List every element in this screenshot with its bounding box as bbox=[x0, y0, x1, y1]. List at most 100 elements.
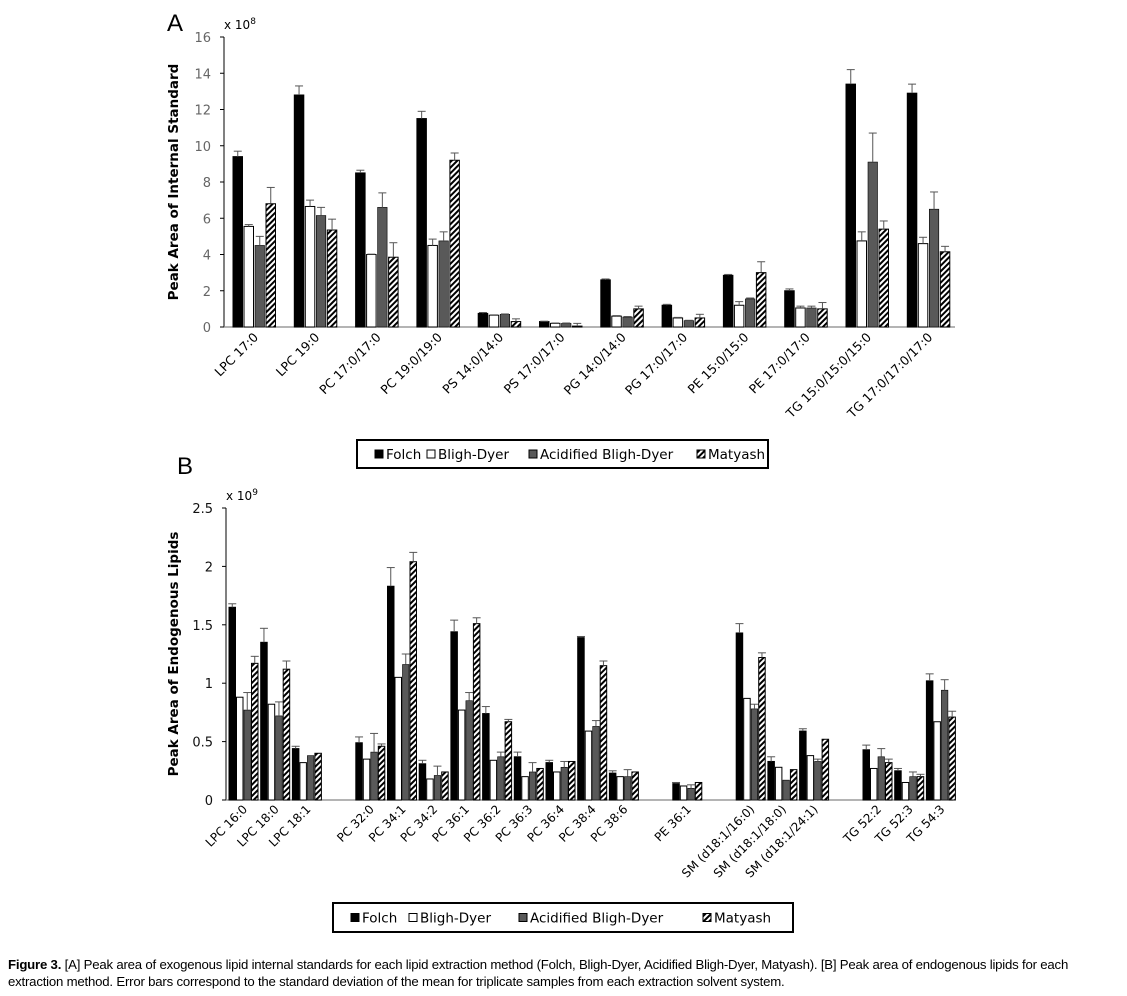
bar-matyash bbox=[472, 623, 481, 801]
caption-label: Figure 3. bbox=[8, 957, 62, 972]
bar-acidified-bligh-dyer bbox=[683, 320, 694, 328]
bar-folch bbox=[418, 763, 427, 801]
bar-acidified-bligh-dyer bbox=[275, 715, 283, 801]
bar-matyash bbox=[449, 159, 460, 328]
x-tick-label: LPC 19:0 bbox=[273, 329, 323, 379]
bar-acidified-bligh-dyer bbox=[370, 751, 378, 801]
bar-bligh-dyer bbox=[733, 304, 745, 328]
y-tick-label: 8 bbox=[203, 176, 211, 191]
bar-folch bbox=[513, 756, 522, 801]
y-tick-label: 1 bbox=[205, 677, 213, 692]
bar-bligh-dyer bbox=[616, 776, 624, 801]
bar-matyash bbox=[510, 321, 522, 328]
x-tick-label: PG 17:0/17:0 bbox=[622, 329, 690, 397]
bar-folch bbox=[228, 606, 236, 801]
bar-folch bbox=[672, 783, 680, 801]
bar-acidified-bligh-dyer bbox=[806, 307, 817, 328]
bar-matyash bbox=[694, 781, 703, 801]
bar-bligh-dyer bbox=[917, 243, 929, 328]
legend-swatch-matyash bbox=[702, 913, 712, 922]
legend: Folch Bligh-Dyer Acidified Bligh-Dyer Matya… bbox=[332, 902, 794, 933]
bar-acidified-bligh-dyer bbox=[592, 726, 600, 801]
bar-bligh-dyer bbox=[553, 771, 561, 801]
bar-bligh-dyer bbox=[394, 676, 402, 801]
bar-matyash bbox=[599, 665, 608, 801]
y-axis-title: Peak Area of Endogenous Lipids bbox=[166, 532, 182, 777]
bar-folch bbox=[722, 274, 734, 328]
bar-folch bbox=[925, 680, 934, 801]
legend-swatch-acidified-bligh-dyer bbox=[528, 449, 538, 459]
bar-bligh-dyer bbox=[521, 776, 529, 801]
bar-acidified-bligh-dyer bbox=[624, 776, 632, 801]
figure-caption: Figure 3. [A] Peak area of exogenous lip… bbox=[8, 956, 1120, 990]
y-tick-label: 12 bbox=[194, 104, 211, 119]
y-tick-label: 2 bbox=[205, 560, 213, 575]
y-tick-label: 2 bbox=[203, 285, 211, 300]
legend-label: Acidified Bligh-Dyer bbox=[530, 911, 664, 927]
bar-bligh-dyer bbox=[679, 785, 688, 801]
x-tick-label: PE 36:1 bbox=[652, 802, 694, 844]
bar-acidified-bligh-dyer bbox=[499, 314, 511, 328]
bar-acidified-bligh-dyer bbox=[750, 708, 759, 801]
bar-acidified-bligh-dyer bbox=[745, 298, 756, 328]
bar-bligh-dyer bbox=[243, 225, 254, 328]
bar-matyash bbox=[568, 760, 576, 801]
y-axis-title: Peak Area of Internal Standard bbox=[166, 64, 182, 301]
bar-bligh-dyer bbox=[426, 778, 434, 801]
bar-bligh-dyer bbox=[550, 322, 561, 328]
legend-swatch-acidified-bligh-dyer bbox=[518, 913, 528, 922]
bar-matyash bbox=[282, 668, 291, 801]
y-tick-label: 4 bbox=[203, 249, 211, 264]
legend-label: Folch bbox=[362, 911, 397, 927]
bar-bligh-dyer bbox=[611, 315, 622, 328]
bar-folch bbox=[894, 770, 902, 801]
bar-bligh-dyer bbox=[236, 696, 244, 801]
bar-bligh-dyer bbox=[933, 721, 941, 801]
panel-b-chart: 0 0.5 1 1.5 2 2.5 x 109 Peak Area of Endogenous… bbox=[166, 488, 957, 933]
bar-matyash bbox=[948, 716, 956, 801]
bar-bligh-dyer bbox=[672, 317, 684, 328]
bar-bligh-dyer bbox=[489, 759, 498, 801]
bar-acidified-bligh-dyer bbox=[622, 316, 633, 328]
bar-bligh-dyer bbox=[366, 254, 377, 328]
x-tick-label: PS 17:0/17:0 bbox=[501, 329, 568, 396]
bar-acidified-bligh-dyer bbox=[782, 779, 790, 801]
bar-acidified-bligh-dyer bbox=[497, 756, 505, 801]
bar-folch bbox=[232, 156, 243, 328]
bar-acidified-bligh-dyer bbox=[687, 788, 695, 801]
bar-acidified-bligh-dyer bbox=[243, 709, 251, 801]
bar-folch bbox=[355, 172, 366, 328]
legend-swatch-bligh-dyer bbox=[426, 449, 436, 459]
bar-matyash bbox=[251, 662, 259, 801]
bar-bligh-dyer bbox=[362, 758, 371, 801]
bar-folch bbox=[539, 321, 550, 328]
panel-a-letter: A bbox=[167, 10, 184, 37]
legend: Folch Bligh-Dyer Acidified Bligh-Dyer Matya… bbox=[356, 439, 769, 469]
legend-label: Acidified Bligh-Dyer bbox=[540, 447, 674, 463]
x-tick-label: PE 17:0/17:0 bbox=[746, 329, 813, 396]
x-tick-label: PC 19:0/19:0 bbox=[377, 329, 445, 397]
bar-folch bbox=[450, 631, 458, 801]
x-tick-label: PS 14:0/14:0 bbox=[439, 329, 506, 396]
y-tick-label: 1.5 bbox=[192, 619, 213, 634]
x-tick-label: PG 14:0/14:0 bbox=[561, 329, 629, 397]
bar-bligh-dyer bbox=[806, 755, 815, 801]
x-tick-label: PE 15:0/15:0 bbox=[685, 329, 752, 396]
bar-matyash bbox=[314, 752, 322, 801]
bar-folch bbox=[260, 641, 268, 801]
x-tick-label: PC 17:0/17:0 bbox=[316, 329, 384, 397]
bar-folch bbox=[845, 83, 856, 328]
legend-label: Matyash bbox=[714, 911, 771, 927]
bar-acidified-bligh-dyer bbox=[561, 323, 572, 328]
bar-acidified-bligh-dyer bbox=[433, 775, 442, 801]
bar-matyash bbox=[265, 203, 276, 328]
bar-bligh-dyer bbox=[584, 730, 593, 801]
y-multiplier-label: x 109 bbox=[226, 488, 258, 503]
legend-swatch-bligh-dyer bbox=[408, 913, 418, 922]
bar-acidified-bligh-dyer bbox=[560, 766, 568, 801]
bar-matyash bbox=[388, 256, 399, 328]
bar-matyash bbox=[916, 776, 925, 801]
bar-acidified-bligh-dyer bbox=[254, 245, 265, 328]
bar-matyash bbox=[326, 229, 338, 328]
